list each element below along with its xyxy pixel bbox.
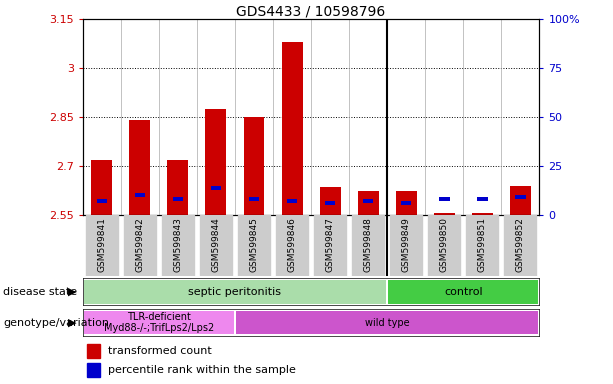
Text: GSM599851: GSM599851	[478, 217, 487, 273]
Text: GSM599848: GSM599848	[364, 217, 373, 272]
Bar	[287, 199, 297, 203]
Text: GSM599843: GSM599843	[173, 217, 183, 272]
Text: GSM599845: GSM599845	[249, 217, 259, 272]
Text: septic peritonitis: septic peritonitis	[188, 287, 281, 297]
Bar	[167, 159, 188, 215]
Text: GSM599847: GSM599847	[326, 217, 335, 272]
Bar	[124, 215, 156, 276]
Text: GSM599841: GSM599841	[97, 217, 106, 272]
Bar	[389, 280, 538, 304]
Text: ▶: ▶	[68, 287, 77, 297]
Bar	[173, 197, 183, 201]
Bar	[84, 311, 234, 334]
Text: transformed count: transformed count	[108, 346, 211, 356]
Text: wild type: wild type	[365, 318, 409, 328]
Bar	[358, 190, 379, 215]
Text: GSM599849: GSM599849	[402, 217, 411, 272]
Bar	[325, 201, 335, 205]
Bar	[84, 280, 386, 304]
Bar	[319, 187, 341, 215]
Text: genotype/variation: genotype/variation	[3, 318, 109, 328]
Bar	[249, 197, 259, 201]
Text: control: control	[444, 287, 482, 297]
Text: GSM599852: GSM599852	[516, 217, 525, 272]
Bar	[129, 120, 150, 215]
Text: GSM599846: GSM599846	[287, 217, 297, 272]
Bar	[276, 215, 308, 276]
Bar	[200, 215, 232, 276]
Bar	[238, 215, 270, 276]
Bar	[396, 190, 417, 215]
Bar	[439, 197, 449, 201]
Bar	[477, 197, 487, 201]
Text: percentile rank within the sample: percentile rank within the sample	[108, 365, 295, 375]
Bar	[363, 199, 373, 203]
Text: TLR-deficient
Myd88-/-;TrifLps2/Lps2: TLR-deficient Myd88-/-;TrifLps2/Lps2	[104, 312, 214, 333]
Bar	[87, 363, 100, 377]
Bar	[162, 215, 194, 276]
Text: disease state: disease state	[3, 287, 77, 297]
Bar	[314, 215, 346, 276]
Bar	[390, 215, 422, 276]
Bar	[515, 195, 525, 199]
Bar	[352, 215, 384, 276]
Bar	[86, 215, 118, 276]
Bar	[87, 344, 100, 358]
Text: GSM599842: GSM599842	[135, 217, 144, 272]
Bar	[510, 185, 531, 215]
Title: GDS4433 / 10598796: GDS4433 / 10598796	[237, 4, 386, 18]
Bar	[91, 159, 112, 215]
Bar	[504, 215, 536, 276]
Bar	[236, 311, 538, 334]
Bar	[205, 109, 226, 215]
Bar	[401, 201, 411, 205]
Bar	[466, 215, 498, 276]
Bar	[428, 215, 460, 276]
Text: GSM599850: GSM599850	[440, 217, 449, 273]
Text: GSM599844: GSM599844	[211, 217, 221, 272]
Bar	[281, 42, 303, 215]
Bar	[135, 194, 145, 197]
Bar	[97, 199, 107, 203]
Text: ▶: ▶	[68, 318, 77, 328]
Bar	[211, 185, 221, 190]
Bar	[472, 214, 493, 215]
Bar	[434, 214, 455, 215]
Bar	[243, 117, 264, 215]
